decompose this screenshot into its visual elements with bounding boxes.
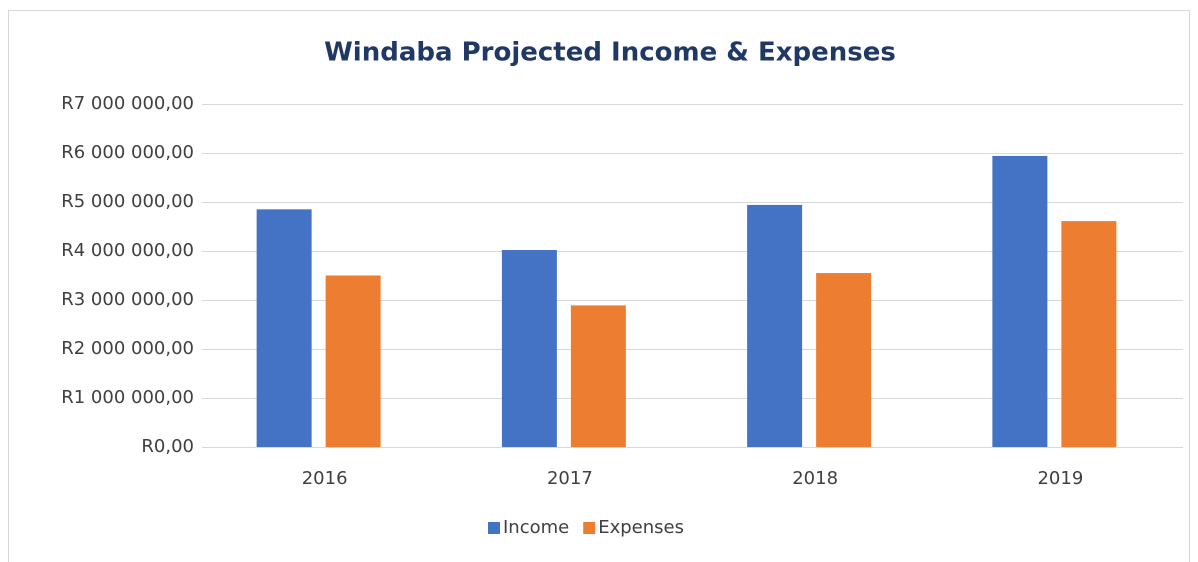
legend-swatch <box>583 522 596 534</box>
x-tick-label: 2017 <box>547 468 593 489</box>
bar <box>816 273 872 447</box>
legend-label: Income <box>503 517 569 538</box>
x-tick-label: 2018 <box>792 468 838 489</box>
bar <box>1061 221 1117 447</box>
bar <box>501 250 557 447</box>
y-tick-label: R7 000 000,00 <box>61 93 194 114</box>
y-tick-label: R4 000 000,00 <box>61 240 194 261</box>
legend-label: Expenses <box>598 517 684 538</box>
x-tick-label: 2016 <box>302 468 348 489</box>
y-tick-label: R2 000 000,00 <box>61 338 194 359</box>
bar <box>747 204 803 447</box>
y-tick-label: R0,00 <box>141 436 194 457</box>
bar <box>256 209 312 447</box>
x-tick-label: 2019 <box>1037 468 1083 489</box>
chart-title: Windaba Projected Income & Expenses <box>324 38 896 68</box>
y-tick-label: R6 000 000,00 <box>61 142 194 163</box>
bar <box>992 155 1048 447</box>
bar <box>325 275 381 447</box>
bar <box>570 305 626 447</box>
chart-border <box>8 10 1190 562</box>
y-tick-label: R1 000 000,00 <box>61 387 194 408</box>
y-tick-label: R3 000 000,00 <box>61 289 194 310</box>
legend-swatch <box>488 522 500 534</box>
y-tick-label: R5 000 000,00 <box>61 191 194 212</box>
